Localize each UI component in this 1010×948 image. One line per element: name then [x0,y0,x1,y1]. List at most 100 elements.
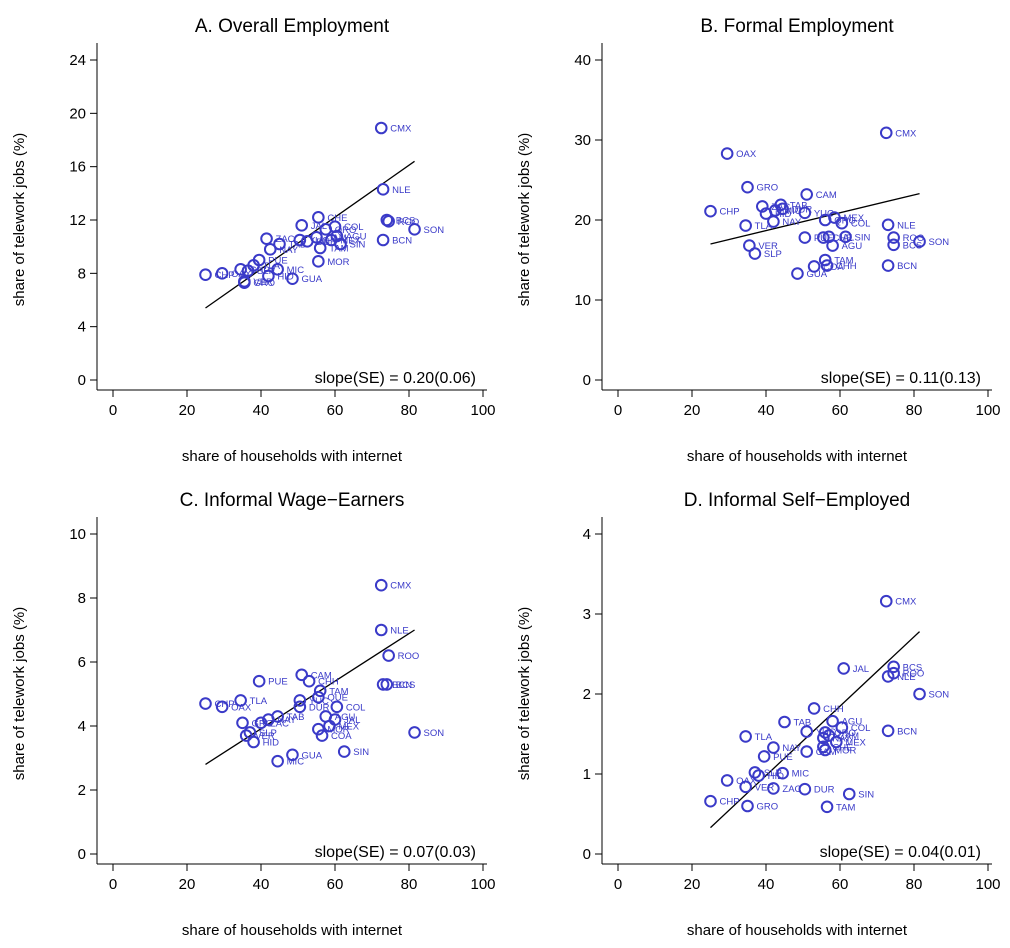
point-label: COL [851,219,871,230]
point-label: COL [851,723,871,734]
point-label: ZAC [771,202,790,213]
point-label: MOR [834,746,856,757]
point-label: TLA [755,221,773,232]
data-point [199,697,212,710]
point-label: BCN [392,680,412,691]
data-point [755,200,769,213]
data-point [741,799,754,813]
point-label: GRO [757,802,779,813]
point-label: HID [775,209,792,220]
data-point [247,735,260,749]
y-tick-label: 24 [69,52,86,69]
data-point [741,180,754,194]
data-point [879,126,893,140]
y-axis-label: share of telework jobs (%) [516,607,533,780]
data-point [826,239,839,252]
point-label: BCS [396,680,416,691]
chart-title: B. Formal Employment [700,16,894,37]
x-tick-label: 100 [975,402,1000,419]
point-label: TLA [755,732,773,743]
data-point [312,255,325,268]
y-tick-label: 30 [574,132,591,149]
x-tick-label: 20 [179,876,196,893]
data-point [704,204,717,218]
point-label: YUC [309,236,329,247]
x-tick-label: 20 [684,402,701,419]
data-point [312,690,325,704]
data-point [408,223,421,236]
point-label: DUR [309,702,330,713]
x-axis-label: share of households with internet [687,922,908,939]
x-tick-label: 100 [470,876,495,893]
point-label: SLP [259,728,277,739]
point-label: BCN [897,261,917,272]
fit-line [710,631,920,829]
point-label: SON [424,225,445,236]
point-label: QRO [834,216,856,227]
point-label: GUA [806,269,827,280]
data-point [293,700,307,714]
y-tick-label: 4 [78,319,86,336]
data-point [312,211,325,224]
data-point [334,237,347,251]
data-point [739,780,752,794]
data-point [842,787,856,801]
fit-line [205,629,415,765]
data-point [241,264,255,277]
point-label: GUA [301,274,322,285]
point-label: MOR [327,257,349,268]
y-tick-label: 2 [583,686,591,703]
point-label: NAY [782,743,801,754]
y-tick-label: 4 [583,526,591,543]
data-point [295,219,309,232]
x-tick-label: 40 [758,402,775,419]
point-label: MIC [784,206,802,217]
point-label: JAL [311,221,327,232]
y-axis-label: share of telework jobs (%) [516,133,533,306]
chart-svg-b: B. Formal Employment 0 10 20 30 40 0 20 40 60 80 10… [516,16,1001,465]
point-label: CHE [832,742,852,753]
point-label: NAY [277,715,296,726]
point-label: NLE [897,220,915,231]
point-label: COL [346,702,366,713]
data-point [263,243,277,256]
data-point [818,726,832,739]
data-point [295,668,309,682]
data-point [791,267,804,280]
y-tick-label: 0 [583,372,591,389]
point-label: CHH [836,261,857,272]
x-tick-label: 100 [470,402,495,419]
point-label: SON [929,237,950,248]
data-point [273,237,286,251]
point-label: CHP [720,797,740,808]
x-tick-label: 60 [327,402,344,419]
point-label: ZAC [276,234,295,245]
point-label: MIC [287,265,305,276]
point-label: NAY [832,734,851,745]
y-tick-label: 3 [583,606,591,623]
data-point [380,678,394,691]
point-label: CAM [838,731,859,742]
point-label: NLE [897,672,915,683]
data-point [286,272,299,285]
chart-title: C. Informal Wage−Earners [180,490,405,511]
point-label: CMX [390,581,412,592]
point-label: TAB [790,200,808,211]
x-tick-label: 0 [109,402,117,419]
point-label: TLA [250,696,268,707]
x-tick-label: 60 [832,876,849,893]
data-point [800,188,814,201]
data-point [313,684,327,698]
point-label: SON [929,690,950,701]
data-point [881,724,895,738]
data-point [913,235,926,248]
data-point [817,731,830,745]
point-label: OAX [736,149,757,160]
point-label: JAL [853,664,869,675]
point-label: YUC [309,696,329,707]
data-point [776,766,789,780]
point-label: MOR [327,725,349,736]
point-label: CAM [326,233,347,244]
data-point [800,745,814,758]
